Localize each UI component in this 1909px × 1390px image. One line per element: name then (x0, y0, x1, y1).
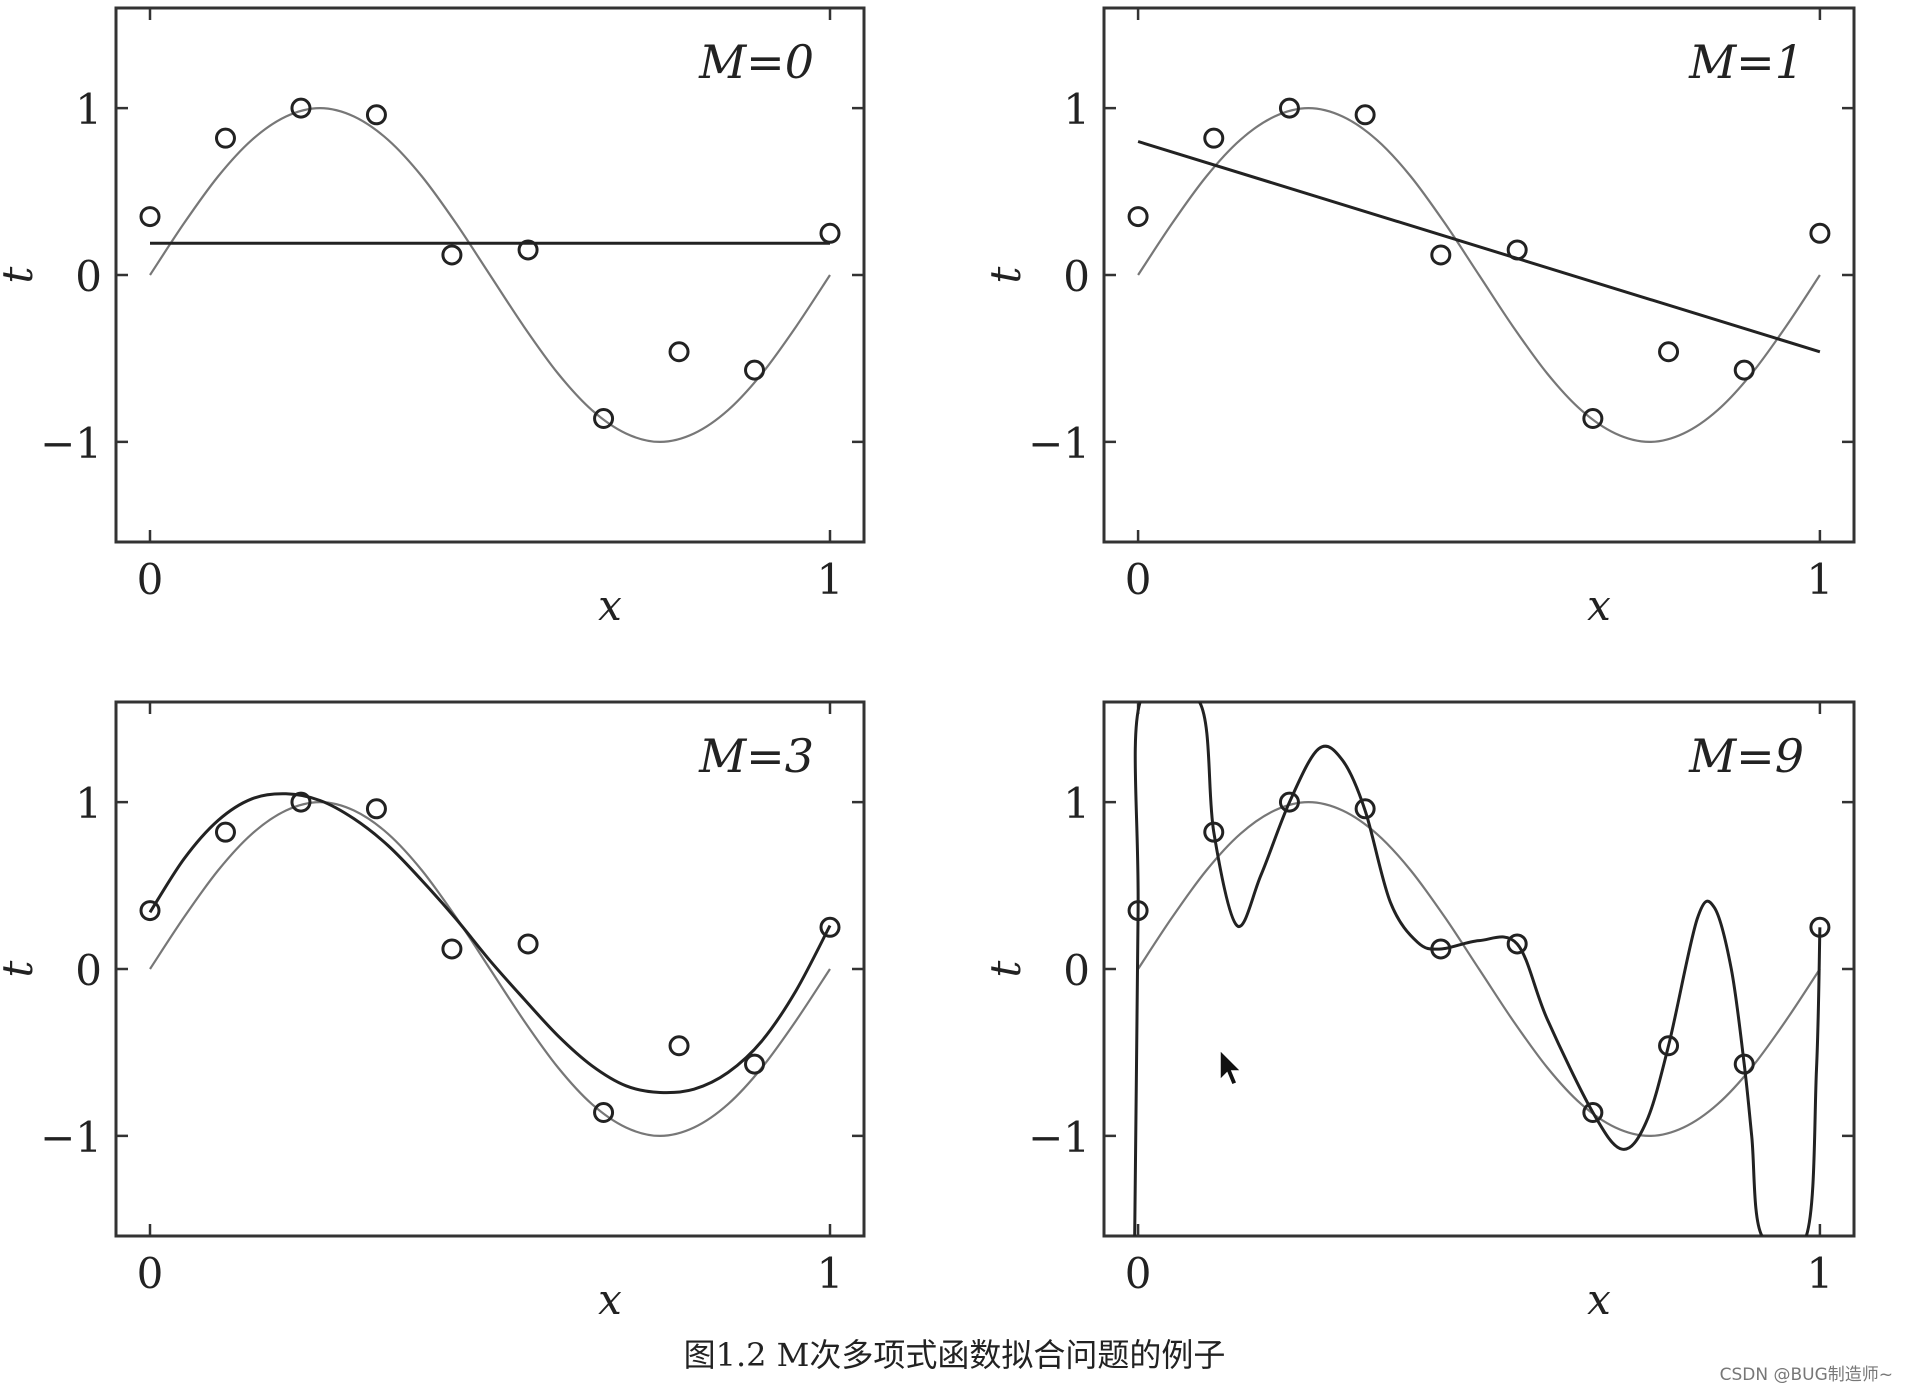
data-point (1278, 97, 1300, 119)
data-point (1658, 341, 1680, 363)
data-point (139, 206, 161, 228)
data-point (441, 244, 463, 266)
data-point (1430, 244, 1452, 266)
data-point (593, 1102, 615, 1124)
data-point (819, 916, 841, 938)
x-tick-label: 1 (817, 555, 844, 604)
data-point (1203, 821, 1225, 843)
reference-curve (149, 106, 831, 444)
chart-panel-4: −1 0 1 0 1 x t M=9 (981, 700, 1856, 1320)
data-point (1127, 206, 1149, 228)
x-axis-label: x (598, 1275, 622, 1320)
y-tick-label: 0 (1063, 252, 1090, 301)
data-point (1809, 916, 1831, 938)
data-point (744, 359, 766, 381)
watermark: CSDN @BUG制造师~ (1719, 1365, 1893, 1385)
data-point (1354, 104, 1376, 126)
x-axis-label: x (598, 581, 622, 630)
x-tick-label: 1 (1807, 1249, 1834, 1298)
data-point (1127, 900, 1149, 922)
data-point (668, 341, 690, 363)
x-tick-label: 0 (1125, 1249, 1152, 1298)
data-point (1203, 127, 1225, 149)
panel-title: M=0 (698, 35, 814, 89)
y-tick-label: 1 (1063, 85, 1090, 134)
data-point (441, 938, 463, 960)
data-point (1278, 791, 1300, 813)
data-point (1506, 933, 1528, 955)
data-point (517, 933, 539, 955)
y-tick-label: 1 (75, 85, 102, 134)
data-point (1354, 798, 1376, 820)
y-axis-label: t (981, 266, 1030, 283)
data-point (1582, 408, 1604, 430)
data-point (668, 1035, 690, 1057)
fitted-curve (1137, 140, 1821, 354)
chart-panel-2: −1 0 1 0 1 x t M=1 (981, 6, 1856, 630)
y-tick-label: 0 (1063, 946, 1090, 995)
y-tick-label: −1 (40, 419, 102, 468)
data-point (517, 239, 539, 261)
y-tick-label: 0 (75, 252, 102, 301)
panel-title: M=9 (1688, 729, 1804, 783)
panel-title: M=1 (1688, 35, 1804, 89)
y-axis-label: t (981, 960, 1030, 977)
data-point (139, 900, 161, 922)
y-tick-label: 1 (75, 779, 102, 828)
x-tick-label: 1 (1807, 555, 1834, 604)
x-tick-label: 0 (1125, 555, 1152, 604)
data-point (290, 97, 312, 119)
data-point (1582, 1102, 1604, 1124)
x-axis-label: x (1587, 581, 1611, 630)
x-tick-label: 1 (817, 1249, 844, 1298)
reference-curve (149, 800, 831, 1138)
y-tick-label: −1 (1028, 1113, 1090, 1162)
y-axis-label: t (0, 266, 42, 283)
data-point (593, 408, 615, 430)
data-point (819, 222, 841, 244)
reference-curve (1137, 800, 1821, 1138)
figure-panels: −1 0 1 0 1 x t M=0 −1 0 1 0 1 x t M=1 −1 0 1 0 1 x t M=3 −1 0 1 0 1 x… (0, 6, 1856, 1320)
arrow-cursor-icon (1219, 1048, 1243, 1086)
fitted-curve (148, 792, 832, 1095)
data-point (365, 798, 387, 820)
data-point (1658, 1035, 1680, 1057)
panel-title: M=3 (698, 729, 814, 783)
x-axis-label: x (1587, 1275, 1611, 1320)
x-tick-label: 0 (137, 555, 164, 604)
y-tick-label: −1 (1028, 419, 1090, 468)
data-point (1733, 359, 1755, 381)
reference-curve (1137, 106, 1821, 444)
data-point (1430, 938, 1452, 960)
data-point (1733, 1053, 1755, 1075)
chart-panel-3: −1 0 1 0 1 x t M=3 (0, 700, 866, 1320)
y-tick-label: 0 (75, 946, 102, 995)
y-axis-label: t (0, 960, 42, 977)
data-point (1809, 222, 1831, 244)
data-point (744, 1053, 766, 1075)
data-point (214, 127, 236, 149)
x-tick-label: 0 (137, 1249, 164, 1298)
data-point (290, 791, 312, 813)
y-tick-label: 1 (1063, 779, 1090, 828)
chart-panel-1: −1 0 1 0 1 x t M=0 (0, 6, 866, 630)
y-tick-label: −1 (40, 1113, 102, 1162)
fitted-curve (1133, 702, 1822, 1236)
figure-caption: 图1.2 M次多项式函数拟合问题的例子 (683, 1336, 1226, 1374)
data-point (1506, 239, 1528, 261)
data-point (365, 104, 387, 126)
data-point (214, 821, 236, 843)
